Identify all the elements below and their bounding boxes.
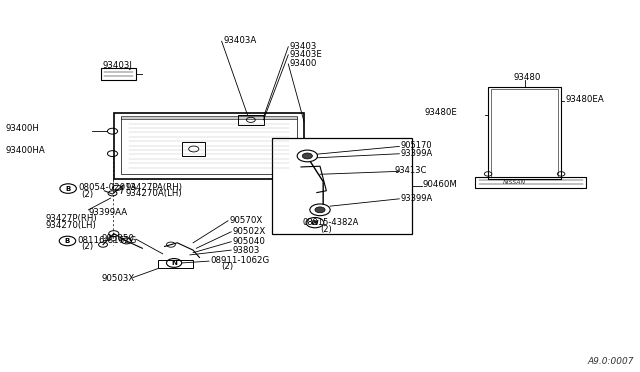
Text: 93803: 93803	[232, 246, 260, 254]
Text: 905040: 905040	[232, 237, 266, 246]
Text: 934270A(LH): 934270A(LH)	[125, 189, 182, 198]
Text: 08054-0201A: 08054-0201A	[78, 183, 137, 192]
Text: (2): (2)	[81, 242, 93, 251]
Text: N: N	[171, 260, 177, 266]
Text: 90460M: 90460M	[423, 180, 458, 189]
Text: 93400H: 93400H	[6, 124, 40, 133]
Text: (2): (2)	[221, 262, 234, 271]
Text: 905170: 905170	[401, 141, 432, 150]
Circle shape	[302, 153, 312, 159]
Text: 93400HA: 93400HA	[6, 146, 45, 155]
Bar	[101, 68, 136, 80]
Text: NISSAN: NISSAN	[503, 180, 526, 185]
Text: (2): (2)	[320, 225, 332, 234]
Text: 934270(LH): 934270(LH)	[46, 221, 97, 230]
Text: 93480EA: 93480EA	[566, 95, 604, 104]
Text: 08911-1062G: 08911-1062G	[211, 256, 269, 265]
Text: 93427P(RH): 93427P(RH)	[46, 215, 97, 224]
Text: 93403: 93403	[289, 42, 317, 51]
Text: B: B	[65, 186, 71, 192]
Bar	[122, 117, 296, 174]
Text: 08915-4382A: 08915-4382A	[303, 218, 359, 227]
Text: 93399A: 93399A	[401, 193, 433, 203]
Text: A9.0:0007: A9.0:0007	[588, 356, 634, 366]
Text: 90503X: 90503X	[101, 274, 134, 283]
Bar	[492, 89, 558, 177]
Text: 08116-8162G: 08116-8162G	[77, 236, 137, 245]
Text: 93403E: 93403E	[289, 50, 323, 59]
Text: 90502X: 90502X	[232, 227, 266, 236]
Text: 93427PA(RH): 93427PA(RH)	[125, 183, 182, 192]
Bar	[122, 116, 296, 119]
Text: 90570X: 90570X	[229, 216, 262, 225]
Bar	[158, 260, 193, 269]
Bar	[114, 113, 304, 179]
Text: B: B	[65, 238, 70, 244]
Bar	[488, 87, 561, 179]
Text: 93399AA: 93399AA	[88, 208, 127, 217]
Text: 93403A: 93403A	[223, 36, 257, 45]
Bar	[476, 177, 586, 188]
Text: 93403J: 93403J	[102, 61, 132, 70]
Text: 93480E: 93480E	[425, 108, 458, 117]
Bar	[273, 138, 412, 234]
Circle shape	[315, 207, 325, 213]
Text: 93480: 93480	[514, 73, 541, 83]
Text: (2): (2)	[81, 190, 93, 199]
Text: 93399A: 93399A	[401, 148, 433, 157]
Text: 905050: 905050	[101, 234, 134, 243]
Bar	[182, 142, 205, 156]
Bar	[238, 115, 264, 125]
Text: 93413C: 93413C	[394, 166, 427, 175]
Text: W: W	[311, 219, 319, 226]
Text: 93400: 93400	[289, 60, 317, 68]
